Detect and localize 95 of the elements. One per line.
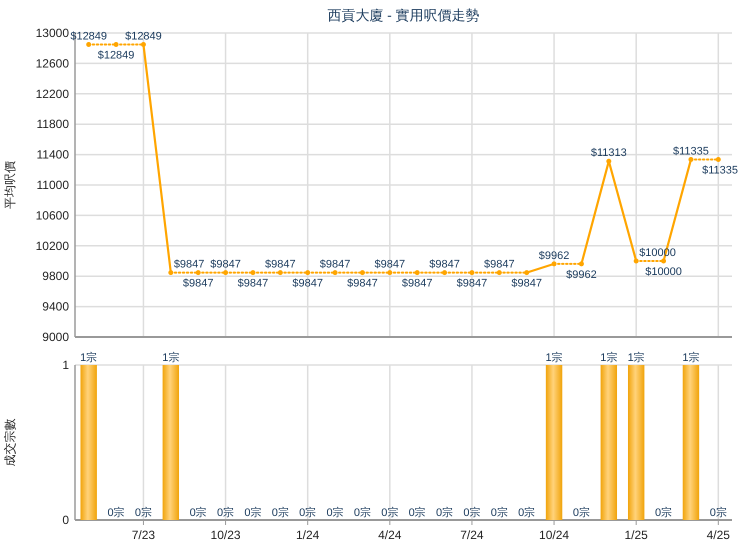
y-axis-title: 平均呎價 (3, 161, 17, 209)
point (496, 270, 502, 276)
data-label: 0宗 (299, 506, 316, 519)
data-label: 0宗 (408, 506, 426, 519)
y-axis-title: 成交宗數 (3, 418, 17, 466)
x-tick-label: 4/25 (706, 528, 730, 542)
data-label: 0宗 (381, 506, 398, 519)
data-label: $9847 (210, 258, 241, 271)
point (387, 270, 392, 276)
point (250, 270, 256, 276)
chart-title: 西貢大廈 - 實用呎價走勢 (327, 7, 480, 23)
data-label: 0宗 (518, 506, 536, 519)
y-tick-label: 1 (62, 358, 70, 372)
x-tick-label: 1/24 (296, 528, 320, 542)
data-label: 0宗 (108, 506, 125, 519)
data-label: $9847 (182, 278, 214, 290)
point (524, 270, 530, 276)
point (278, 270, 283, 276)
data-label: 0宗 (463, 506, 480, 519)
data-label: $9847 (238, 278, 268, 290)
data-label: $9847 (402, 278, 432, 290)
data-label: 0宗 (436, 506, 454, 519)
data-label: $11335 (702, 164, 738, 177)
data-label: $9847 (456, 278, 488, 290)
point (469, 270, 474, 276)
x-tick-label: 10/23 (210, 528, 241, 542)
data-label: $9847 (320, 258, 350, 271)
data-label: 0宗 (272, 506, 289, 519)
y-tick-label: 11000 (36, 178, 70, 192)
x-tick-label: 10/24 (539, 528, 570, 542)
point (606, 158, 612, 164)
point (552, 261, 557, 266)
point (688, 157, 694, 162)
data-label: 1宗 (682, 351, 700, 364)
data-label: 1宗 (600, 351, 618, 364)
y-tick-label: 9400 (42, 300, 70, 314)
y-tick-label: 10200 (36, 238, 70, 253)
data-label: $9847 (265, 258, 296, 271)
data-label: 1宗 (628, 351, 645, 364)
x-tick-label: 4/24 (378, 528, 402, 542)
point (168, 270, 174, 276)
data-label: 0宗 (655, 506, 672, 519)
data-label: 1宗 (80, 351, 98, 364)
data-label: $9962 (566, 268, 597, 281)
point (442, 270, 448, 276)
point (332, 270, 338, 276)
point (578, 261, 584, 266)
data-label: $9847 (374, 258, 406, 271)
data-label: 1宗 (162, 351, 180, 364)
y-tick-label: 13000 (36, 26, 70, 40)
point (305, 270, 310, 276)
data-label: $12849 (125, 30, 162, 42)
point (86, 42, 92, 47)
data-label: 0宗 (134, 506, 152, 519)
y-tick-label: 11800 (36, 117, 70, 132)
point (196, 270, 201, 276)
data-label: $12849 (70, 30, 108, 42)
y-tick-label: 9000 (42, 330, 70, 344)
point (114, 42, 119, 47)
data-label: 0宗 (490, 506, 508, 519)
x-tick-label: 7/23 (132, 528, 156, 542)
y-tick-label: 11400 (36, 148, 70, 162)
data-label: $9847 (174, 258, 204, 271)
data-label: 0宗 (244, 506, 262, 519)
y-tick-label: 12600 (36, 56, 70, 70)
data-label: $11313 (590, 147, 627, 160)
point (140, 42, 146, 47)
point (634, 258, 639, 264)
data-label: $9847 (347, 278, 378, 290)
x-tick-label: 1/25 (624, 528, 648, 542)
point (661, 258, 666, 264)
data-label: $9847 (484, 258, 515, 271)
data-label: 1宗 (546, 351, 563, 364)
point (414, 270, 420, 276)
data-label: 0宗 (572, 506, 590, 519)
point (716, 157, 721, 162)
y-tick-label: 12200 (36, 86, 70, 101)
data-label: 0宗 (217, 506, 234, 519)
data-label: 0宗 (190, 506, 207, 519)
data-label: $11335 (672, 146, 709, 158)
point (360, 270, 365, 276)
data-label: $12849 (98, 49, 134, 62)
data-label: $9962 (538, 250, 570, 262)
data-label: 0宗 (354, 506, 371, 519)
data-label: $9847 (511, 278, 542, 290)
y-tick-label: 0 (62, 513, 70, 527)
data-label: $10000 (645, 266, 682, 278)
y-tick-label: 9800 (42, 269, 70, 284)
x-tick-label: 7/24 (460, 528, 484, 542)
data-label: 0宗 (710, 506, 727, 519)
data-label: 0宗 (326, 506, 344, 519)
data-label: $9847 (292, 278, 323, 290)
y-tick-label: 10600 (36, 208, 70, 222)
point (223, 270, 228, 276)
data-label: $9847 (429, 258, 460, 271)
